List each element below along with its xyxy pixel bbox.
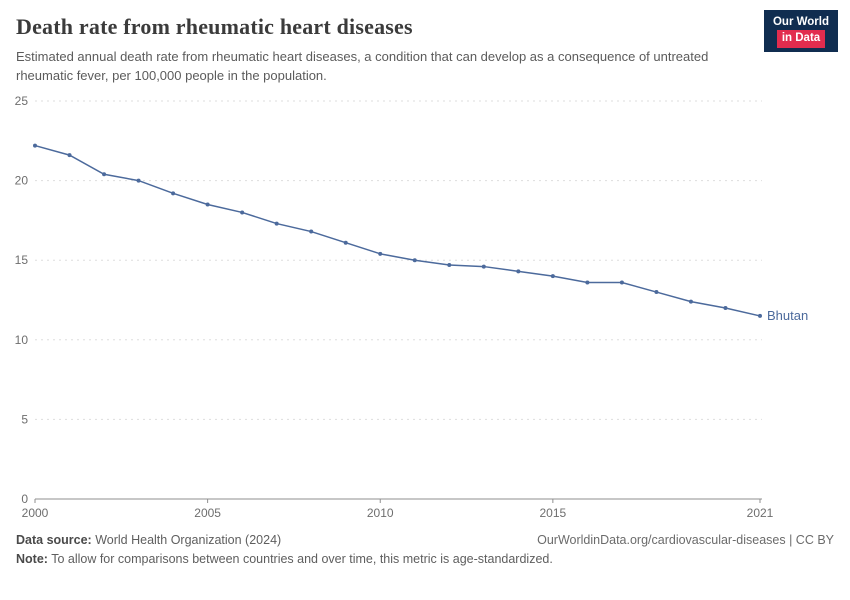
chart-point[interactable] xyxy=(550,273,555,278)
chart-point[interactable] xyxy=(688,299,693,304)
data-source-text: World Health Organization (2024) xyxy=(91,532,282,547)
line-chart[interactable]: 0 5 10 15 20 25 2000 2005 2010 2015 2021 Bhutan xyxy=(0,86,850,531)
owid-logo-line1: Our World xyxy=(772,16,829,28)
chart-point[interactable] xyxy=(102,171,107,176)
y-tick-label: 25 xyxy=(15,94,29,108)
chart-point[interactable] xyxy=(758,313,762,318)
chart-point[interactable] xyxy=(274,221,279,226)
x-tick-label: 2010 xyxy=(367,506,394,520)
chart-point[interactable] xyxy=(723,305,728,310)
x-tick-label: 2000 xyxy=(22,506,49,520)
x-tick-label: 2015 xyxy=(540,506,567,520)
y-tick-label: 10 xyxy=(15,332,29,346)
chart-point[interactable] xyxy=(136,178,141,183)
chart-canvas[interactable]: 0 5 10 15 20 25 2000 2005 2010 2015 2021 Bhutan xyxy=(0,86,850,531)
note-text: To allow for comparisons between countri… xyxy=(47,551,553,566)
chart-header: Death rate from rheumatic heart diseases… xyxy=(0,0,850,86)
note-row: Note: To allow for comparisons between c… xyxy=(16,552,834,566)
chart-point[interactable] xyxy=(654,289,659,294)
y-tick-label: 0 xyxy=(21,492,28,506)
chart-subtitle: Estimated annual death rate from rheumat… xyxy=(16,49,709,83)
chart-point[interactable] xyxy=(412,257,417,262)
y-tick-label: 15 xyxy=(15,253,29,267)
y-tick-label: 5 xyxy=(21,412,28,426)
chart-point[interactable] xyxy=(343,240,348,245)
x-tick-label: 2021 xyxy=(747,506,774,520)
chart-point[interactable] xyxy=(171,191,176,196)
source-row: Data source: World Health Organization (… xyxy=(16,533,834,547)
chart-point[interactable] xyxy=(378,251,383,256)
data-source: Data source: World Health Organization (… xyxy=(16,533,281,547)
chart-point[interactable] xyxy=(447,262,452,267)
owid-logo[interactable]: Our World in Data xyxy=(764,10,838,52)
y-tick-label: 20 xyxy=(15,173,29,187)
chart-line[interactable] xyxy=(34,144,761,317)
owid-logo-line2: in Data xyxy=(776,30,826,48)
series-label[interactable]: Bhutan xyxy=(767,308,808,323)
chart-point[interactable] xyxy=(516,269,521,274)
chart-point[interactable] xyxy=(33,143,37,148)
chart-point[interactable] xyxy=(205,202,210,207)
chart-footer: Data source: World Health Organization (… xyxy=(0,531,850,566)
page-title: Death rate from rheumatic heart diseases xyxy=(16,14,413,39)
chart-point[interactable] xyxy=(585,280,590,285)
chart-point[interactable] xyxy=(309,229,314,234)
owid-link[interactable]: OurWorldinData.org/cardiovascular-diseas… xyxy=(537,532,834,547)
note-label: Note: xyxy=(16,551,48,566)
chart-point[interactable] xyxy=(67,152,72,157)
chart-point[interactable] xyxy=(619,280,624,285)
chart-point[interactable] xyxy=(240,210,245,215)
data-source-label: Data source: xyxy=(16,532,92,547)
x-tick-label: 2005 xyxy=(194,506,221,520)
chart-point[interactable] xyxy=(481,264,486,269)
